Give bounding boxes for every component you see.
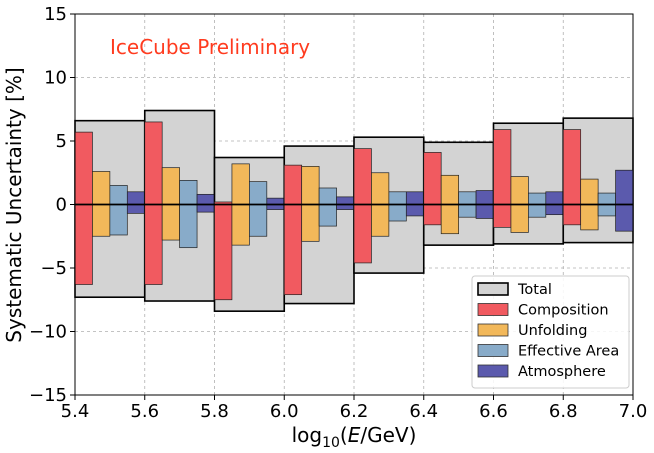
bar-effective-area (249, 181, 268, 237)
x-tick-label: 5.4 (61, 401, 90, 422)
y-tick-label: 10 (44, 68, 67, 89)
legend-label-atmosphere: Atmosphere (518, 364, 606, 380)
x-tick-label: 6.2 (340, 401, 369, 422)
x-tick-label: 5.8 (200, 401, 229, 422)
bar-composition (353, 148, 372, 264)
y-tick-label: 5 (56, 131, 67, 152)
y-tick-label: −10 (29, 322, 67, 343)
bar-effective-area (109, 185, 128, 236)
bar-atmosphere (545, 191, 564, 216)
legend-swatch-composition (477, 303, 509, 316)
legend-swatch-unfolding (477, 323, 509, 337)
x-label-italic: E (348, 423, 361, 447)
x-tick-label: 6.6 (479, 401, 508, 422)
bar-composition (423, 152, 442, 226)
y-axis-label: Systematic Uncertainty [%] (2, 67, 26, 342)
legend-label-effective-area: Effective Area (518, 344, 619, 360)
axis-ticks: 5.4 5.6 5.8 6.0 6.2 6.4 6.6 6.8 7.0 −15 −10 −5 0 5 10 1… (29, 4, 647, 422)
x-tick-label: 7.0 (619, 401, 648, 422)
bar-atmosphere (336, 196, 355, 210)
bar-composition (562, 129, 582, 226)
bar-effective-area (318, 187, 337, 227)
bar-composition (74, 131, 93, 285)
legend-swatch-atmosphere (477, 364, 509, 378)
legend: Total Composition Unfolding Effective Area A… (471, 275, 630, 389)
x-label-rest: /GeV) (360, 423, 416, 447)
x-tick-label: 6.4 (409, 401, 438, 422)
x-tick-label: 6.0 (270, 401, 299, 422)
x-tick-label: 6.8 (549, 401, 578, 422)
x-label-prefix: log (292, 423, 323, 447)
x-tick-label: 5.6 (130, 401, 159, 422)
bar-atmosphere (615, 169, 634, 232)
bar-composition (283, 164, 303, 296)
bar-composition (214, 201, 233, 301)
y-tick-label: 0 (56, 195, 67, 216)
legend-label-composition: Composition (518, 303, 609, 319)
x-axis-label: log10(E/GeV) (292, 423, 417, 451)
x-label-open: ( (340, 423, 348, 447)
bar-effective-area (388, 191, 407, 222)
annotation-text: IceCube Preliminary (110, 35, 310, 59)
x-label-sub: 10 (322, 435, 340, 451)
bar-atmosphere (126, 191, 146, 214)
legend-box (471, 275, 630, 389)
y-tick-label: 15 (44, 4, 67, 25)
legend-swatch-effective-area (477, 344, 509, 357)
bar-composition (493, 129, 512, 228)
bar-atmosphere (196, 193, 215, 213)
bars (74, 109, 634, 312)
bar-composition (144, 121, 163, 285)
legend-label-unfolding: Unfolding (518, 323, 587, 339)
bar-effective-area (179, 180, 198, 249)
legend-label-total: Total (517, 282, 552, 298)
y-tick-label: −5 (40, 258, 67, 279)
legend-swatch-total (477, 282, 509, 296)
y-tick-label: −15 (29, 385, 67, 406)
